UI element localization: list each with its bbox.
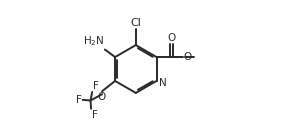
Text: O: O	[98, 92, 106, 102]
Text: O: O	[183, 52, 192, 62]
Text: H$_2$N: H$_2$N	[83, 35, 104, 48]
Text: F: F	[93, 81, 98, 91]
Text: F: F	[76, 95, 82, 105]
Text: F: F	[92, 110, 97, 120]
Text: O: O	[167, 33, 176, 43]
Text: Cl: Cl	[130, 18, 141, 28]
Text: N: N	[159, 78, 167, 88]
